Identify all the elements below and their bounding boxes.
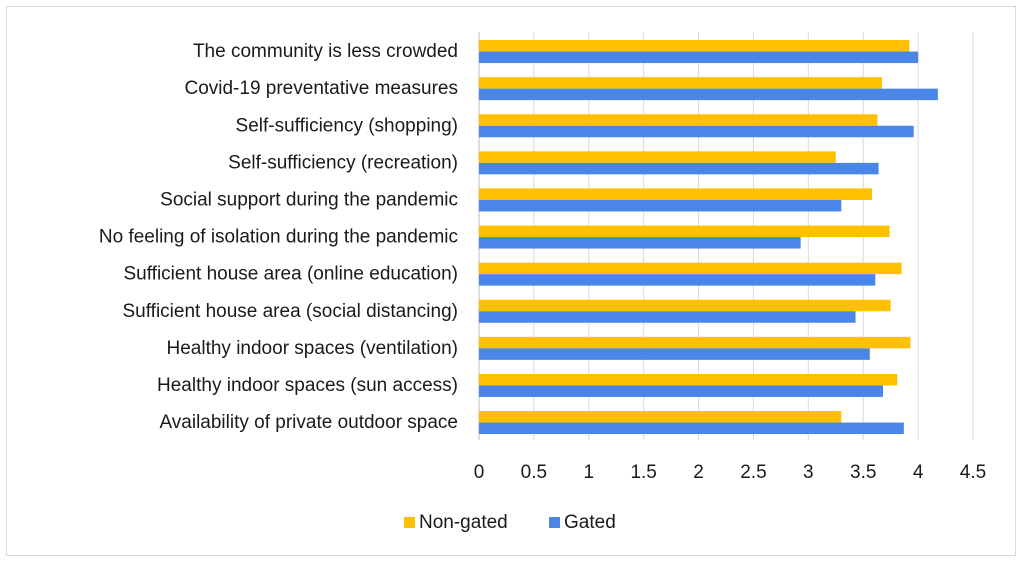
x-tick-label: 0 bbox=[474, 462, 485, 483]
category-label: Healthy indoor spaces (ventilation) bbox=[167, 338, 459, 359]
bar-gated bbox=[479, 385, 883, 397]
bar-gated bbox=[479, 162, 879, 175]
legend-swatch bbox=[404, 517, 415, 528]
category-label: Self-sufficiency (recreation) bbox=[228, 152, 458, 173]
bar-gated bbox=[479, 274, 876, 286]
bar-gated bbox=[479, 348, 870, 360]
bar-non-gated bbox=[479, 77, 882, 89]
legend-label: Non-gated bbox=[419, 512, 508, 533]
x-tick-label: 2.5 bbox=[740, 462, 766, 483]
bar-gated bbox=[479, 88, 938, 101]
bar-gated bbox=[479, 125, 914, 138]
bar-gated bbox=[479, 311, 856, 323]
x-tick-label: 0.5 bbox=[521, 462, 547, 483]
x-tick-label: 4 bbox=[913, 462, 924, 483]
legend-swatch bbox=[549, 517, 560, 528]
category-label: Sufficient house area (social distancing… bbox=[122, 301, 458, 322]
category-label: Healthy indoor spaces (sun access) bbox=[157, 375, 458, 396]
bar-non-gated bbox=[479, 225, 890, 238]
x-tick-label: 1.5 bbox=[630, 462, 656, 483]
x-tick-label: 4.5 bbox=[960, 462, 986, 483]
x-tick-label: 3 bbox=[803, 462, 814, 483]
bar-non-gated bbox=[479, 299, 891, 312]
bar-gated bbox=[479, 237, 801, 249]
bar-non-gated bbox=[479, 40, 910, 52]
category-label: Sufficient house area (online education) bbox=[124, 264, 459, 285]
bar-non-gated bbox=[479, 262, 902, 275]
bar-gated bbox=[479, 51, 919, 64]
category-label: The community is less crowded bbox=[193, 41, 458, 62]
category-label: Social support during the pandemic bbox=[160, 189, 458, 210]
bar-gated bbox=[479, 199, 842, 212]
x-tick-label: 3.5 bbox=[850, 462, 876, 483]
category-label: Self-sufficiency (shopping) bbox=[236, 115, 458, 136]
legend-label: Gated bbox=[564, 512, 616, 533]
bar-gated bbox=[479, 422, 904, 435]
x-tick-label: 2 bbox=[693, 462, 704, 483]
bar-non-gated bbox=[479, 188, 873, 200]
bar-non-gated bbox=[479, 373, 898, 386]
bar-non-gated bbox=[479, 114, 878, 126]
x-tick-label: 1 bbox=[583, 462, 594, 483]
bar-non-gated bbox=[479, 151, 836, 163]
category-label: No feeling of isolation during the pande… bbox=[99, 227, 458, 248]
bar-non-gated bbox=[479, 336, 911, 349]
bar-non-gated bbox=[479, 411, 842, 423]
category-label: Availability of private outdoor space bbox=[159, 412, 458, 433]
category-label: Covid-19 preventative measures bbox=[184, 78, 458, 99]
